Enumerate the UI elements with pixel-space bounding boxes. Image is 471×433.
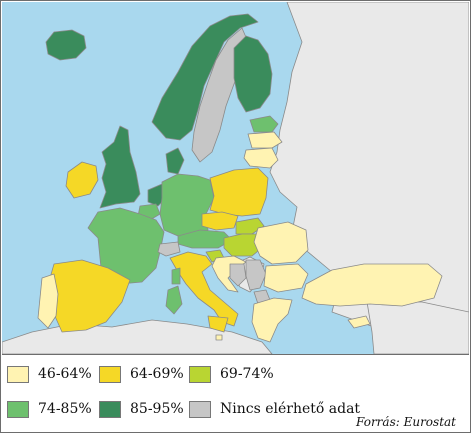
region-poland xyxy=(209,167,269,217)
region-france xyxy=(87,207,165,285)
source-credit: Forrás: Eurostat xyxy=(356,415,456,429)
region-uk xyxy=(99,125,141,209)
region-romania xyxy=(253,221,309,265)
region-latvia xyxy=(247,131,283,149)
legend-swatch xyxy=(7,365,29,383)
legend-item-no-data: Nincs elérhető adat xyxy=(189,399,360,419)
region-estonia xyxy=(249,115,279,133)
region-italy xyxy=(169,251,239,327)
region-cyprus xyxy=(347,315,371,329)
region-corsica xyxy=(171,267,181,285)
europe-map xyxy=(2,2,469,355)
legend-item-85-95: 85-95% xyxy=(99,399,184,419)
legend-label: 64-69% xyxy=(130,366,184,382)
region-serbia xyxy=(245,259,267,291)
region-czechia xyxy=(201,211,239,231)
region-malta xyxy=(215,334,223,341)
region-sardinia xyxy=(165,285,183,315)
region-denmark xyxy=(165,147,185,175)
land-middle-east xyxy=(366,301,469,354)
legend-item-74-85: 74-85% xyxy=(7,399,92,419)
legend-label: Nincs elérhető adat xyxy=(220,401,361,417)
region-iceland xyxy=(45,29,87,61)
legend-item-46-64: 46-64% xyxy=(7,364,92,384)
legend-swatch xyxy=(189,365,211,383)
region-bosnia xyxy=(229,263,247,287)
legend-swatch xyxy=(7,400,29,418)
legend-label: 85-95% xyxy=(130,401,184,417)
region-finland xyxy=(233,35,273,113)
region-portugal xyxy=(37,273,59,329)
region-ireland xyxy=(65,161,99,199)
legend-item-69-74: 69-74% xyxy=(189,364,274,384)
legend-swatch xyxy=(99,365,121,383)
legend-label: 46-64% xyxy=(38,366,92,382)
region-turkey xyxy=(301,263,443,307)
legend-swatch xyxy=(99,400,121,418)
region-bulgaria xyxy=(263,263,309,293)
legend-label: 74-85% xyxy=(38,401,92,417)
region-switzerland xyxy=(157,241,181,257)
legend-swatch xyxy=(189,400,211,418)
region-sicily xyxy=(207,315,229,333)
region-greece xyxy=(251,297,293,343)
region-germany xyxy=(159,173,215,239)
region-lithuania xyxy=(243,147,279,169)
legend-label: 69-74% xyxy=(220,366,274,382)
region-norway xyxy=(151,13,259,141)
legend-item-64-69: 64-69% xyxy=(99,364,184,384)
